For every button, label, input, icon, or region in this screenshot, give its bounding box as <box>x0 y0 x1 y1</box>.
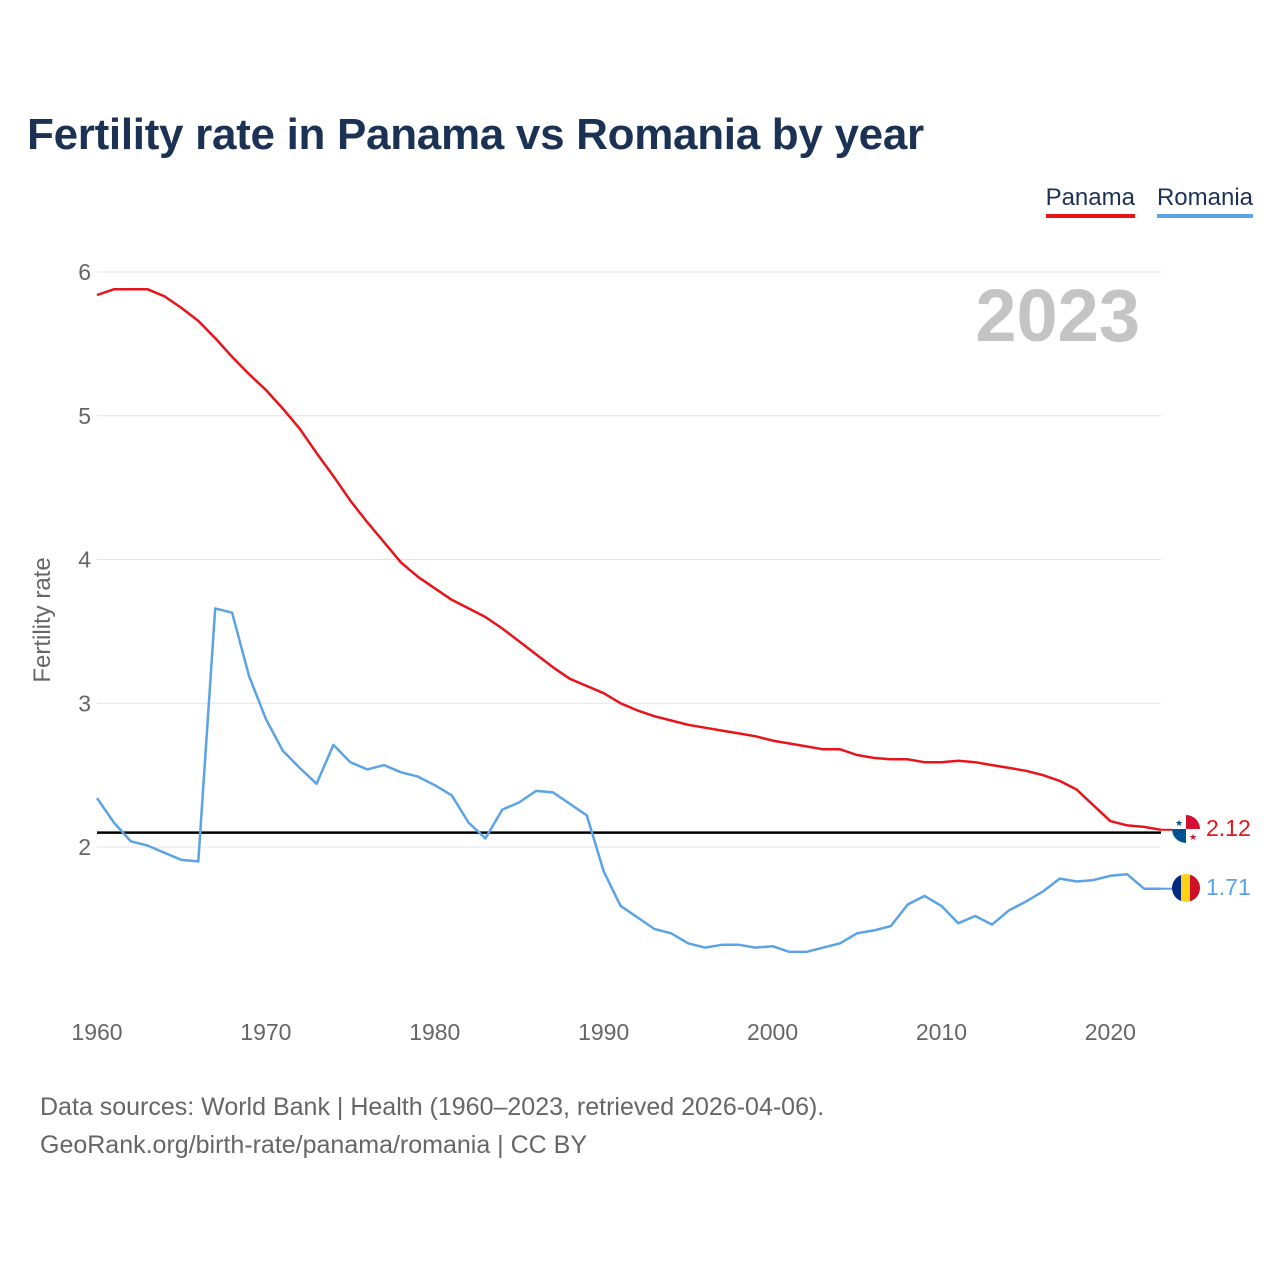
legend-label-romania: Romania <box>1156 184 1253 211</box>
x-tick-label: 2000 <box>747 1019 798 1045</box>
svg-text:★: ★ <box>1189 832 1197 842</box>
sources-line-2[interactable]: GeoRank.org/birth-rate/panama/romania | … <box>40 1131 588 1159</box>
x-tick-label: 1990 <box>578 1019 629 1045</box>
y-tick-label: 2 <box>78 834 91 860</box>
svg-text:★: ★ <box>1175 818 1183 828</box>
y-tick-label: 4 <box>78 547 91 573</box>
x-tick-label: 2010 <box>916 1019 967 1045</box>
end-label-romania: 1.71 <box>1206 874 1251 900</box>
romania-flag-icon <box>1172 874 1200 902</box>
legend-item-romania[interactable]: Romania <box>1156 184 1253 220</box>
page-title: Fertility rate in Panama vs Romania by y… <box>27 110 924 159</box>
x-tick-label: 2020 <box>1085 1019 1136 1045</box>
x-tick-label: 1960 <box>71 1019 122 1045</box>
x-tick-label: 1980 <box>409 1019 460 1045</box>
series-line-romania <box>95 607 1161 954</box>
panama-flag-icon: ★ ★ <box>1172 815 1200 843</box>
legend-swatch-romania <box>1156 214 1253 218</box>
y-tick-label: 6 <box>78 259 91 285</box>
chart-legend: Panama Romania <box>1045 184 1253 220</box>
year-watermark: 2023 <box>975 274 1140 357</box>
data-sources: Data sources: World Bank | Health (1960–… <box>40 1088 824 1164</box>
x-tick-label: 1970 <box>240 1019 291 1045</box>
sources-line-1: Data sources: World Bank | Health (1960–… <box>40 1093 825 1121</box>
series-line-panama <box>96 288 1162 832</box>
y-axis-label: Fertility rate <box>29 557 56 682</box>
legend-item-panama[interactable]: Panama <box>1045 184 1135 220</box>
y-tick-label: 5 <box>78 403 91 429</box>
legend-label-panama: Panama <box>1045 184 1135 211</box>
legend-swatch-panama <box>1045 214 1135 218</box>
end-label-panama: 2.12 <box>1206 815 1251 841</box>
y-tick-label: 3 <box>78 690 91 716</box>
